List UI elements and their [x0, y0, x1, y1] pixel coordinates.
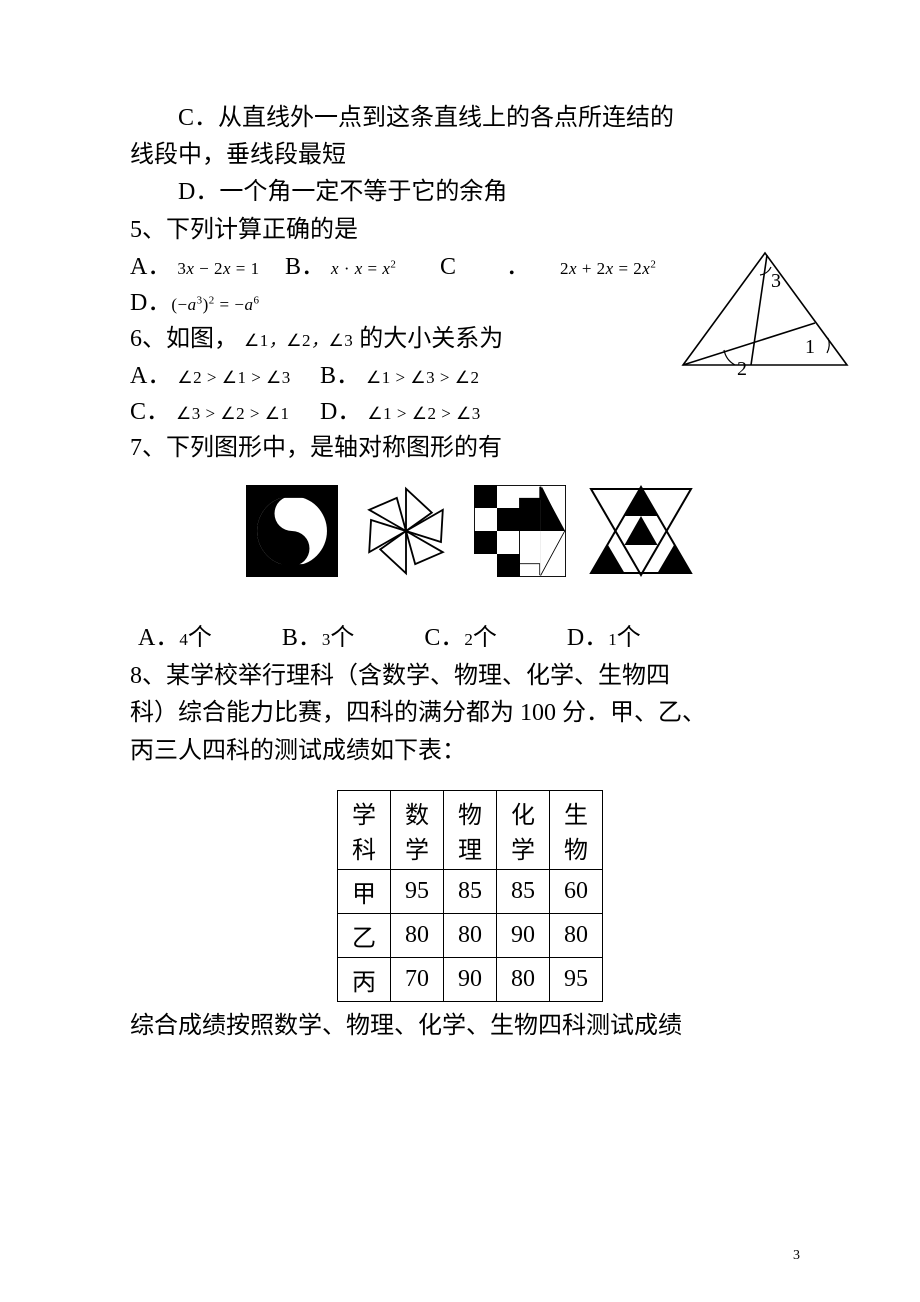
q5-c-dot: ．	[506, 249, 530, 285]
cell: 丙	[338, 957, 391, 1001]
q5-d-label: D．	[130, 285, 171, 321]
th-chem: 化学	[497, 790, 550, 869]
cell: 80	[497, 957, 550, 1001]
cell: 60	[550, 869, 603, 913]
q4-option-c-line2: 线段中，垂线段最短	[130, 137, 810, 174]
q6-a-math: ∠2 > ∠1 > ∠3	[177, 368, 290, 387]
th-bio: 生物	[550, 790, 603, 869]
triangle-cevian2	[683, 323, 815, 365]
q6-a-label: A．	[130, 363, 171, 389]
th-physics: 物理	[444, 790, 497, 869]
cell: 甲	[338, 869, 391, 913]
q7-options: A．4个 B．3个 C．2个 D．1个	[138, 617, 810, 652]
triangle-cevian1	[751, 255, 767, 365]
q7-stem: 7、下列图形中，是轴对称图形的有	[130, 430, 810, 467]
table-row: 甲 95 85 85 60	[338, 869, 603, 913]
q8-line1: 8、某学校举行理科（含数学、物理、化学、生物四	[130, 658, 810, 695]
q6-d-math: ∠1 > ∠2 > ∠3	[367, 404, 480, 423]
score-table: 学科 数学 物理 化学 生物 甲 95 85 85 60 乙 80 80 90 …	[337, 790, 603, 1002]
q7-opt-a: A．4个	[138, 617, 212, 652]
q6-b-label: B．	[320, 363, 360, 389]
cell: 90	[444, 957, 497, 1001]
cell: 95	[391, 869, 444, 913]
q5-a-label: A．	[130, 254, 171, 280]
q8-tail: 综合成绩按照数学、物理、化学、生物四科测试成绩	[130, 1008, 810, 1045]
cell: 85	[444, 869, 497, 913]
table-header-row: 学科 数学 物理 化学 生物	[338, 790, 603, 869]
th-subject: 学科	[338, 790, 391, 869]
q7-fig3	[474, 485, 566, 577]
q7-opt-b: B．3个	[282, 617, 355, 652]
cell: 80	[444, 913, 497, 957]
q6-c-label: C．	[130, 399, 170, 425]
q4-option-c-line1: C．从直线外一点到这条直线上的各点所连结的	[130, 100, 810, 137]
cell: 80	[550, 913, 603, 957]
cell: 70	[391, 957, 444, 1001]
q6-b-math: ∠1 > ∠3 > ∠2	[366, 368, 479, 387]
q6-stem-angles: ∠1，∠2，∠3	[244, 331, 353, 350]
q5-stem: 5、下列计算正确的是	[130, 212, 810, 249]
q5-c-label: C	[440, 249, 456, 285]
table-row: 丙 70 90 80 95	[338, 957, 603, 1001]
q4-option-d: D．一个角一定不等于它的余角	[130, 174, 810, 211]
q6-d-label: D．	[320, 399, 361, 425]
q5-a-math: 3x − 2x = 1	[177, 259, 259, 278]
q7-fig1	[246, 485, 338, 577]
cell: 85	[497, 869, 550, 913]
q5-c-math: 2x + 2x = 2x2	[560, 256, 656, 282]
q8-line3: 丙三人四科的测试成绩如下表：	[130, 733, 810, 770]
th-math: 数学	[391, 790, 444, 869]
q5-b-label: B．	[285, 254, 325, 280]
q7-fig2	[360, 485, 452, 577]
q7-fig4	[588, 485, 694, 577]
cell: 95	[550, 957, 603, 1001]
q6-figure: 3 1 2	[675, 245, 855, 380]
q6-stem-post: 的大小关系为	[359, 326, 503, 352]
triangle-svg: 3 1 2	[675, 245, 855, 375]
q6-stem-pre: 6、如图，	[130, 326, 238, 352]
q8-line2: 科）综合能力比赛，四科的满分都为 100 分．甲、乙、	[130, 695, 810, 732]
q6-c-math: ∠3 > ∠2 > ∠1	[176, 404, 289, 423]
cell: 80	[391, 913, 444, 957]
page: C．从直线外一点到这条直线上的各点所连结的 线段中，垂线段最短 D．一个角一定不…	[0, 0, 920, 1302]
q5-b-math: x · x = x2	[331, 259, 396, 278]
q7-figures	[130, 485, 810, 577]
page-number: 3	[793, 1248, 800, 1264]
cell: 乙	[338, 913, 391, 957]
q5-d-math: (−a3)2 = −a6	[171, 292, 259, 318]
q7-opt-c: C．2个	[424, 617, 497, 652]
cell: 90	[497, 913, 550, 957]
q7-opt-d: D．1个	[567, 617, 641, 652]
triangle-label-3: 3	[771, 270, 781, 292]
q6-row2: C． ∠3 > ∠2 > ∠1 D． ∠1 > ∠2 > ∠3	[130, 394, 810, 430]
triangle-label-1: 1	[805, 336, 815, 358]
triangle-label-2: 2	[737, 358, 747, 375]
table-row: 乙 80 80 90 80	[338, 913, 603, 957]
